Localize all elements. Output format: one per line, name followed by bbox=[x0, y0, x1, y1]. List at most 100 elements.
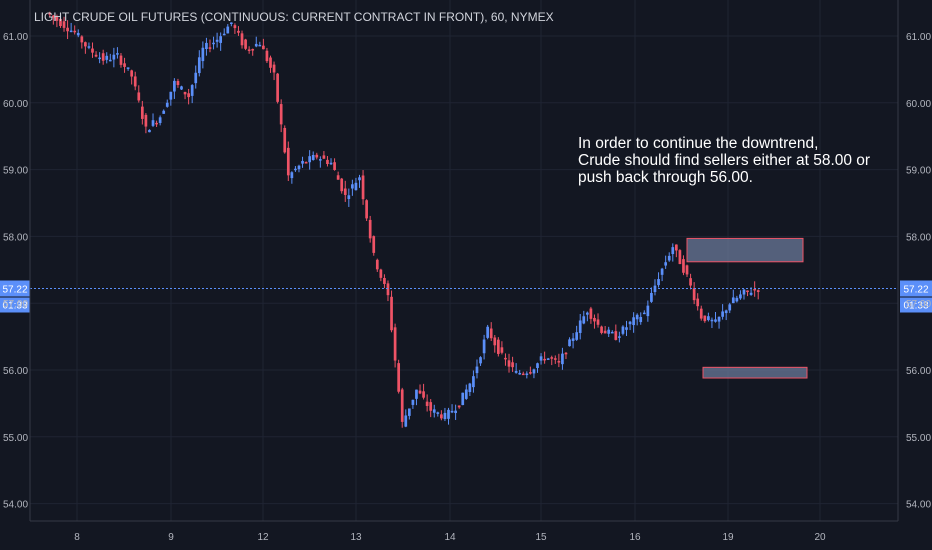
candle-body bbox=[650, 292, 653, 302]
candle-body bbox=[660, 268, 664, 275]
candle-body bbox=[568, 339, 571, 347]
candle-body bbox=[692, 288, 696, 301]
candle-body bbox=[400, 389, 404, 422]
candle-body bbox=[721, 311, 724, 317]
candle-body bbox=[411, 399, 415, 405]
candle-body bbox=[464, 389, 468, 399]
candle-body bbox=[529, 372, 532, 374]
candle-body bbox=[133, 76, 137, 87]
candle-body bbox=[219, 36, 223, 43]
candle-body bbox=[254, 43, 258, 47]
candle-body bbox=[457, 405, 461, 408]
candle-body bbox=[333, 162, 336, 170]
candle-body bbox=[347, 195, 351, 199]
y-tick-label-left: 59.00 bbox=[3, 166, 28, 177]
candle-body bbox=[425, 401, 429, 406]
candle-body bbox=[582, 316, 586, 324]
candle-body bbox=[329, 162, 333, 165]
candle-body bbox=[208, 47, 212, 49]
candle-body bbox=[173, 80, 176, 92]
candle-body bbox=[539, 356, 543, 361]
candle-body bbox=[536, 363, 539, 369]
candle-body bbox=[158, 117, 162, 123]
candle-body bbox=[215, 39, 219, 42]
candle-body bbox=[518, 372, 522, 375]
candle-body bbox=[429, 402, 433, 411]
candle-body bbox=[724, 310, 728, 314]
candle-body bbox=[496, 339, 500, 354]
candle-body bbox=[358, 177, 361, 181]
candle-body bbox=[48, 12, 52, 15]
candle-body bbox=[443, 412, 447, 420]
candle-body bbox=[101, 53, 105, 61]
candle-body bbox=[475, 366, 479, 374]
candle-body bbox=[265, 50, 269, 62]
candle-body bbox=[165, 102, 169, 107]
chart-title: LIGHT CRUDE OIL FUTURES (CONTINUOUS: CUR… bbox=[34, 10, 554, 24]
candle-body bbox=[610, 331, 614, 334]
candle-body bbox=[468, 383, 472, 393]
candle-body bbox=[546, 358, 550, 360]
candle-body bbox=[123, 63, 126, 67]
candle-body bbox=[603, 330, 607, 334]
candle-body bbox=[311, 154, 315, 160]
candle-body bbox=[372, 236, 376, 253]
candle-body bbox=[361, 175, 365, 200]
y-tick-label-left: 60.00 bbox=[3, 99, 28, 110]
candle-body bbox=[112, 54, 116, 60]
candle-body bbox=[155, 122, 158, 125]
axes-layer: 54.00 54.00 55.00 55.00 56.00 56.00 57.00 57.00… bbox=[3, 0, 931, 543]
annotation-line-1: In order to continue the downtrend, bbox=[578, 135, 819, 152]
candle-body bbox=[116, 53, 119, 55]
candle-body bbox=[482, 339, 486, 354]
candle-body bbox=[272, 64, 276, 73]
candle-body bbox=[500, 347, 504, 353]
candle-body bbox=[201, 47, 205, 62]
last-price-label: 57.22 bbox=[2, 285, 27, 296]
annotation-line-3: push back through 56.00. bbox=[578, 169, 753, 186]
candle-body bbox=[258, 44, 262, 47]
candle-body bbox=[187, 93, 190, 98]
candle-body bbox=[532, 369, 536, 374]
candle-body bbox=[397, 363, 401, 392]
candle-body bbox=[375, 259, 379, 270]
candle-body bbox=[447, 409, 450, 419]
candle-body bbox=[504, 357, 507, 360]
x-tick-label: 16 bbox=[629, 532, 641, 543]
candle-body bbox=[94, 54, 98, 57]
candle-body bbox=[69, 30, 73, 33]
y-tick-label-right: 61.00 bbox=[906, 32, 931, 43]
candle-body bbox=[614, 331, 618, 340]
candle-body bbox=[151, 120, 155, 126]
annotation-line-2: Crude should find sellers either at 58.0… bbox=[578, 152, 871, 169]
candle-body bbox=[493, 337, 497, 346]
candle-body bbox=[326, 159, 329, 165]
candle-body bbox=[418, 390, 422, 394]
candle-body bbox=[176, 81, 180, 85]
y-tick-label-right: 57.00 bbox=[906, 299, 931, 310]
candle-body bbox=[440, 414, 443, 419]
candle-body bbox=[685, 265, 689, 275]
candle-body bbox=[422, 391, 425, 398]
candle-body bbox=[557, 361, 561, 363]
candle-body bbox=[742, 289, 746, 295]
candle-body bbox=[664, 262, 668, 266]
candle-body bbox=[290, 172, 294, 179]
candle-body bbox=[318, 159, 322, 161]
x-tick-label: 20 bbox=[814, 532, 826, 543]
candle-body bbox=[578, 320, 582, 333]
candle-body bbox=[699, 308, 703, 319]
candle-body bbox=[642, 312, 646, 315]
candle-body bbox=[696, 298, 700, 307]
candle-body bbox=[297, 165, 301, 170]
candle-body bbox=[84, 42, 87, 47]
candle-body bbox=[87, 46, 91, 48]
candle-body bbox=[301, 160, 304, 164]
candle-body bbox=[51, 15, 55, 18]
candle-body bbox=[340, 178, 344, 192]
x-tick-label: 14 bbox=[444, 532, 456, 543]
candle-body bbox=[404, 415, 408, 427]
candle-body bbox=[148, 129, 151, 133]
